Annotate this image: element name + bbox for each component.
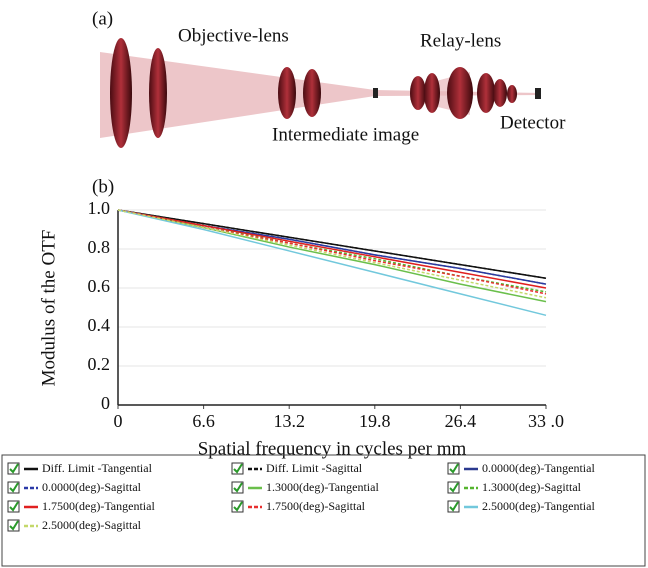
- legend-checkbox: [447, 500, 460, 513]
- legend-check: [449, 482, 459, 493]
- intermediate-plane: [373, 88, 378, 98]
- legend-check: [233, 501, 243, 512]
- optical-diagram: (a) Objective-lens Relay-lens Intermedia…: [92, 8, 566, 148]
- series-line: [117, 209, 547, 299]
- legend-checkbox: [447, 462, 460, 475]
- lens: [110, 38, 132, 148]
- y-tick-label: 0.4: [88, 315, 111, 335]
- legend-checkbox: [231, 500, 244, 513]
- legend-check: [233, 482, 243, 493]
- x-tick-label: 19.8: [359, 411, 391, 431]
- y-tick-label: 0.2: [88, 354, 111, 374]
- legend-entry: 2.5000(deg)-Tangential: [447, 499, 595, 513]
- lens: [477, 73, 495, 113]
- legend-check: [449, 463, 459, 474]
- legend-label: 1.7500(deg)-Tangential: [42, 499, 155, 513]
- series-line: [117, 209, 547, 289]
- legend-entry: 1.7500(deg)-Tangential: [7, 499, 155, 513]
- legend-label: 0.0000(deg)-Tangential: [482, 461, 595, 475]
- label: Relay-lens: [420, 30, 501, 51]
- legend-checkbox: [7, 500, 20, 513]
- legend-checkbox: [231, 462, 244, 475]
- legend-checkbox: [7, 462, 20, 475]
- panel-label: (b): [92, 176, 114, 197]
- lens: [303, 69, 321, 117]
- legend-box: [1, 454, 646, 567]
- lens: [278, 67, 296, 119]
- legend-check: [449, 501, 459, 512]
- x-tick-label: 33 .0: [528, 411, 564, 431]
- legend-checkbox: [7, 519, 20, 532]
- legend-label: 2.5000(deg)-Tangential: [482, 499, 595, 513]
- label: Objective-lens: [178, 25, 289, 46]
- label: Detector: [500, 112, 566, 133]
- series-line: [117, 209, 547, 279]
- y-tick-label: 1.0: [88, 198, 111, 218]
- x-tick-label: 26.4: [445, 411, 477, 431]
- legend-label: 0.0000(deg)-Sagittal: [42, 480, 142, 494]
- legend-check: [9, 520, 19, 531]
- legend-entry: 1.3000(deg)-Sagittal: [447, 480, 582, 494]
- legend-label: 1.3000(deg)-Sagittal: [482, 480, 582, 494]
- legend-checkbox: [447, 481, 460, 494]
- series-line: [117, 209, 547, 317]
- x-tick-label: 0: [114, 411, 123, 431]
- legend-label: 2.5000(deg)-Sagittal: [42, 518, 142, 532]
- y-tick-label: 0.8: [88, 237, 111, 257]
- legend-checkbox: [7, 481, 20, 494]
- legend-entry: 2.5000(deg)-Sagittal: [7, 518, 142, 532]
- y-axis-title: Modulus of the OTF: [38, 230, 59, 387]
- legend-entry: 0.0000(deg)-Tangential: [447, 461, 595, 475]
- legend-entry: Diff. Limit -Tangential: [7, 461, 153, 475]
- legend-entry: 1.7500(deg)-Sagittal: [231, 499, 366, 513]
- x-tick-label: 13.2: [273, 411, 305, 431]
- x-axis-title: Spatial frequency in cycles per mm: [198, 438, 467, 459]
- legend-entry: 0.0000(deg)-Sagittal: [7, 480, 142, 494]
- legend-check: [9, 482, 19, 493]
- legend-label: 1.3000(deg)-Tangential: [266, 480, 379, 494]
- lens: [424, 73, 440, 113]
- legend-entry: Diff. Limit -Sagittal: [231, 461, 363, 475]
- legend-checkbox: [231, 481, 244, 494]
- legend-entry: 1.3000(deg)-Tangential: [231, 480, 379, 494]
- lens: [493, 79, 507, 107]
- legend-check: [9, 501, 19, 512]
- lens: [149, 48, 167, 138]
- lens: [410, 76, 426, 110]
- label: Intermediate image: [272, 124, 419, 145]
- detector-plane: [535, 88, 541, 99]
- panel-label: (a): [92, 8, 113, 29]
- legend-check: [9, 463, 19, 474]
- legend-label: Diff. Limit -Tangential: [42, 461, 153, 475]
- x-tick-label: 6.6: [192, 411, 215, 431]
- legend-check: [233, 463, 243, 474]
- plot-area: [118, 210, 546, 405]
- legend-label: 1.7500(deg)-Sagittal: [266, 499, 366, 513]
- y-tick-label: 0: [101, 393, 110, 413]
- legend-label: Diff. Limit -Sagittal: [266, 461, 363, 475]
- lens: [447, 67, 473, 119]
- beam: [100, 52, 375, 138]
- y-tick-label: 0.6: [88, 276, 111, 296]
- lens: [507, 85, 517, 103]
